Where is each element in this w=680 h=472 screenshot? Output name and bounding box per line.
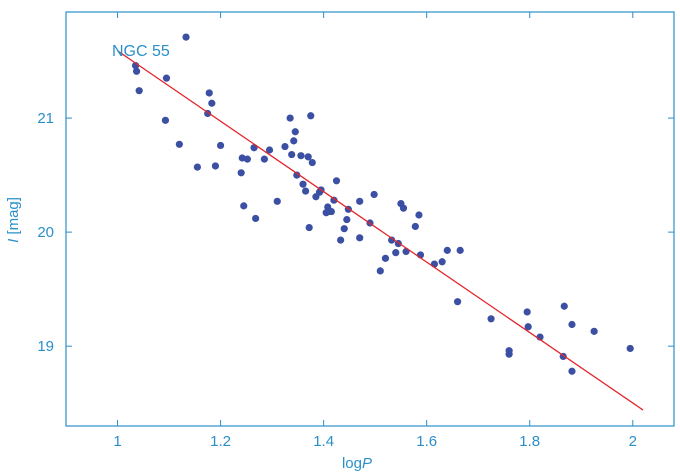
data-point — [505, 347, 513, 355]
data-point — [252, 214, 260, 223]
data-point — [243, 155, 251, 163]
data-point — [330, 196, 338, 204]
x-axis-title-var: P — [362, 455, 372, 472]
data-point — [438, 258, 446, 266]
x-tick-label: 1.4 — [313, 433, 334, 450]
data-point — [456, 246, 464, 254]
x-axis-title: logP — [342, 455, 372, 472]
data-point — [337, 236, 345, 244]
data-point — [216, 141, 225, 150]
y-tick-label: 19 — [37, 338, 54, 355]
x-tick-label: 2 — [629, 433, 637, 450]
x-tick-label: 1 — [113, 433, 121, 450]
data-point — [411, 222, 419, 231]
data-point — [568, 320, 576, 329]
x-tick-label: 1.6 — [416, 433, 437, 450]
data-point — [304, 153, 312, 161]
data-point — [161, 116, 170, 124]
data-point — [381, 254, 390, 262]
data-point — [415, 211, 423, 219]
data-point — [260, 155, 268, 163]
data-point — [327, 207, 335, 216]
data-point — [399, 204, 408, 212]
data-point — [340, 225, 348, 233]
data-point — [430, 260, 439, 268]
data-point — [135, 87, 143, 95]
data-point — [523, 308, 531, 316]
x-axis-title-prefix: log — [342, 455, 362, 472]
data-point — [560, 302, 568, 310]
data-point — [240, 202, 248, 210]
y-axis-ticks: 19 20 21 — [37, 110, 674, 355]
data-point — [208, 99, 216, 107]
y-axis-title: I [mag] — [5, 197, 22, 243]
data-point — [343, 215, 351, 224]
fit-line — [117, 50, 644, 411]
data-point — [356, 234, 364, 242]
data-point — [307, 112, 315, 120]
data-point — [211, 162, 220, 170]
data-point — [286, 114, 294, 122]
data-point — [293, 171, 301, 179]
data-point — [590, 327, 598, 335]
data-point — [299, 180, 307, 188]
data-point — [392, 249, 400, 257]
data-point — [237, 169, 245, 177]
y-axis-title-var: I — [5, 239, 22, 243]
data-point — [273, 197, 281, 205]
data-point — [443, 246, 451, 254]
data-point — [453, 298, 462, 306]
data-point — [301, 187, 310, 195]
data-point — [568, 367, 576, 375]
data-point — [524, 323, 532, 331]
plot-frame — [65, 11, 675, 427]
data-point — [388, 236, 396, 244]
y-tick-label: 20 — [37, 224, 54, 241]
data-point — [487, 315, 495, 323]
data-point — [376, 267, 384, 275]
data-point — [290, 137, 298, 145]
y-axis-title-suffix: [mag] — [5, 197, 22, 239]
x-axis-ticks: 1 1.2 1.4 1.6 1.8 2 — [113, 12, 637, 450]
data-point — [265, 146, 274, 154]
y-tick-label: 21 — [37, 110, 54, 127]
data-point — [370, 190, 378, 199]
data-point — [162, 74, 171, 82]
x-tick-label: 1.2 — [210, 433, 231, 450]
data-point — [308, 158, 316, 167]
data-point — [291, 128, 299, 136]
data-point — [288, 150, 296, 159]
data-point — [356, 197, 364, 205]
data-point — [626, 344, 634, 353]
scatter-points — [131, 33, 634, 375]
data-point — [182, 33, 190, 41]
data-point — [332, 177, 341, 185]
data-point — [193, 163, 201, 171]
x-tick-label: 1.8 — [519, 433, 540, 450]
data-point — [281, 142, 289, 151]
data-point — [132, 67, 141, 75]
data-point — [305, 223, 313, 232]
data-point — [205, 89, 213, 97]
cluster-annotation: NGC 55 — [112, 43, 170, 60]
data-point — [175, 140, 183, 148]
data-point — [297, 152, 305, 160]
